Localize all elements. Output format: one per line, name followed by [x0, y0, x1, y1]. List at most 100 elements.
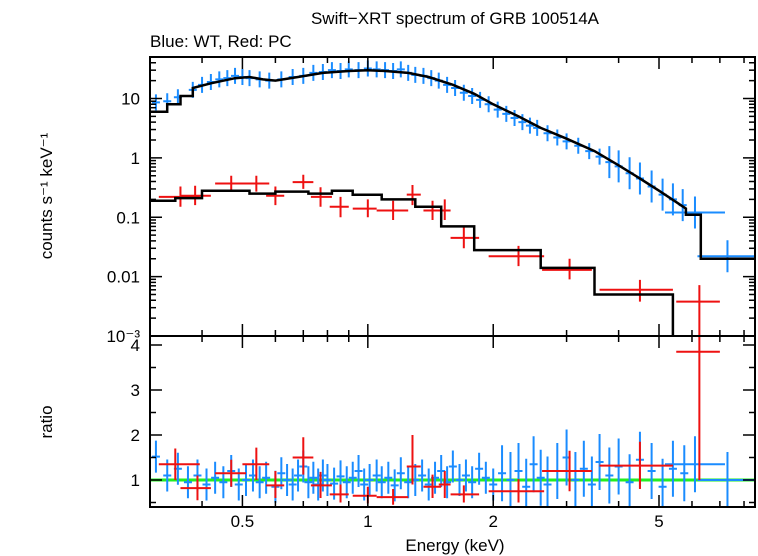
- y-tick-label: 4: [131, 336, 140, 355]
- wt-ratio-point: [461, 459, 470, 492]
- wt-data-point: [518, 114, 527, 131]
- wt-data-point: [553, 129, 562, 146]
- pc-data-point: [329, 196, 349, 218]
- wt-ratio-point: [211, 461, 220, 494]
- pc-ratio-point: [158, 448, 200, 480]
- wt-ratio-point: [543, 456, 552, 507]
- pc-ratio-point: [266, 471, 285, 498]
- wt-ratio-point: [587, 456, 596, 507]
- wt-data-point: [327, 62, 336, 79]
- pc-data-point: [215, 175, 247, 192]
- wt-ratio-point: [183, 466, 192, 499]
- wt-ratio-point: [151, 440, 160, 473]
- wt-data-point: [344, 61, 353, 78]
- pc-data-point: [242, 175, 270, 192]
- wt-data-point: [664, 196, 725, 229]
- x-tick-label: 2: [488, 512, 497, 531]
- wt-ratio-point: [377, 466, 386, 499]
- wt-ratio-point: [522, 458, 531, 507]
- pc-data-point: [310, 187, 332, 207]
- top-ylabel: counts s⁻¹ keV⁻¹: [37, 132, 56, 259]
- pc-ratio-point: [180, 475, 211, 501]
- wt-ratio-point: [571, 452, 580, 507]
- wt-ratio-point: [309, 461, 318, 494]
- wt-ratio-point: [424, 468, 433, 501]
- x-tick-label: 1: [363, 512, 372, 531]
- wt-ratio-point: [605, 447, 614, 504]
- wt-ratio-point: [354, 455, 363, 487]
- wt-ratio-point: [498, 445, 507, 502]
- pc-data-point: [406, 184, 421, 206]
- wt-ratio-point: [384, 461, 393, 494]
- wt-data-point: [215, 71, 224, 88]
- wt-ratio-point: [468, 466, 477, 499]
- wt-ratio-point: [342, 466, 351, 499]
- wt-data-point: [502, 105, 511, 122]
- pc-ratio-point: [242, 447, 270, 480]
- y-tick-label: 1: [131, 149, 140, 168]
- wt-data-point: [543, 125, 552, 142]
- wt-ratio-point: [668, 440, 677, 497]
- pc-data-point: [423, 200, 442, 220]
- wt-ratio-point: [323, 464, 332, 496]
- wt-ratio-point: [680, 445, 689, 502]
- bottom-ylabel: ratio: [37, 405, 56, 438]
- pc-ratio-point: [599, 441, 673, 489]
- pc-data-point: [599, 279, 673, 302]
- wt-ratio-point: [481, 461, 490, 494]
- wt-data-point: [510, 109, 519, 126]
- wt-data-point: [493, 101, 502, 118]
- y-tick-label: 10: [121, 90, 140, 109]
- x-tick-label: 0.5: [231, 512, 255, 531]
- pc-series-top: [158, 174, 720, 336]
- wt-data-point: [468, 88, 477, 105]
- wt-ratio-point: [294, 459, 303, 492]
- top-y-ticks: 10 1 0.1 0.01 10⁻³: [106, 56, 755, 346]
- wt-ratio-point: [448, 450, 457, 483]
- wt-ratio-point: [664, 436, 725, 493]
- wt-ratio-point: [506, 452, 515, 507]
- x-ticks: 0.5 1 2 5: [149, 57, 745, 531]
- pc-data-point: [676, 285, 720, 336]
- y-tick-label: 0.1: [116, 208, 140, 227]
- wt-data-point: [459, 84, 468, 101]
- wt-ratio-point: [202, 468, 211, 501]
- pc-data-point: [376, 200, 409, 220]
- wt-ratio-point: [658, 458, 667, 507]
- pc-ratio-point: [542, 450, 592, 492]
- pc-data-point: [180, 185, 211, 206]
- wt-ratio-point: [242, 464, 251, 496]
- wt-ratio-point: [365, 464, 374, 496]
- wt-ratio-point: [255, 466, 264, 499]
- wt-ratio-point: [219, 466, 228, 499]
- wt-ratio-point: [304, 466, 313, 499]
- chart-subtitle: Blue: WT, Red: PC: [150, 32, 292, 51]
- wt-ratio-point: [348, 461, 357, 494]
- wt-ratio-point: [283, 464, 292, 496]
- wt-data-point: [562, 133, 571, 150]
- wt-ratio-point: [455, 464, 464, 496]
- y-tick-label: 2: [131, 426, 140, 445]
- wt-ratio-point: [390, 469, 399, 502]
- wt-ratio-point: [418, 459, 427, 492]
- chart-title: Swift−XRT spectrum of GRB 100514A: [311, 9, 600, 28]
- y-tick-label: 3: [131, 381, 140, 400]
- wt-ratio-point: [277, 457, 286, 490]
- pc-ratio-point: [329, 484, 349, 503]
- pc-ratio-point: [292, 437, 314, 475]
- wt-ratio-point: [579, 440, 588, 497]
- wt-ratio-point: [595, 434, 604, 490]
- x-axis-label: Energy (keV): [405, 536, 504, 555]
- pc-ratio-point: [676, 336, 720, 480]
- wt-data-point: [231, 67, 240, 84]
- wt-ratio-point: [536, 449, 545, 506]
- wt-ratio-point: [475, 452, 484, 485]
- wt-ratio-point: [404, 466, 413, 499]
- pc-ratio-point: [423, 474, 442, 498]
- pc-ratio-point: [215, 459, 247, 487]
- pc-ratio-point: [376, 489, 409, 505]
- pc-ratio-point: [406, 435, 421, 485]
- wt-ratio-point: [396, 457, 405, 490]
- bottom-y-ticks: 1 2 3 4: [131, 336, 755, 504]
- wt-ratio-point: [262, 461, 271, 494]
